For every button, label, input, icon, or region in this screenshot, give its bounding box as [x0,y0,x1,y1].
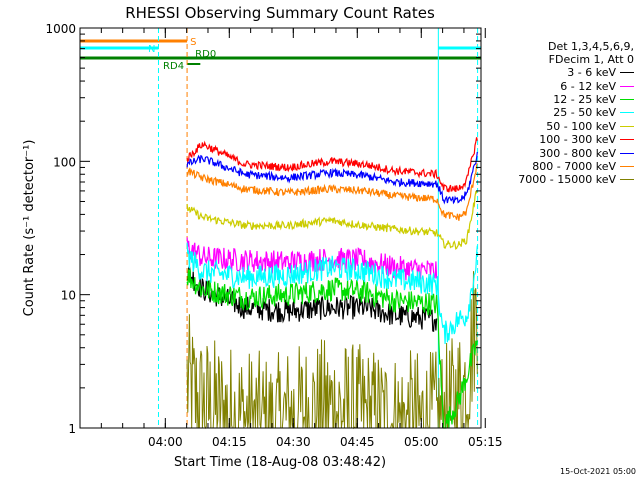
legend-entry-7000-15000-kev: 7000 - 15000 keV [484,173,634,186]
flag-label-rd4: RD4 [163,61,184,72]
series-line-300-800-kev [186,151,478,205]
y-axis-label: Count Rate (s⁻¹ detector⁻¹) [22,140,37,317]
x-tick-label-05-00: 05:00 [404,435,439,449]
plot-frame [79,27,482,429]
y-tick-label-10: 10 [61,289,76,303]
legend-swatch [620,98,634,100]
legend-swatch [620,85,634,87]
legend-entry-3-6-kev: 3 - 6 keV [484,66,634,79]
legend-swatch [620,112,634,114]
y-tick-label-1000: 1000 [45,22,76,36]
x-tick-label-05-15: 05:15 [468,435,503,449]
markers-layer [157,28,479,428]
legend-label: 800 - 7000 keV [532,159,616,173]
legend-swatch [620,139,634,141]
legend-header-line-1: Det 1,3,4,5,6,9, [547,40,634,53]
x-tick-label-04-15: 04:15 [212,435,247,449]
flags-layer: S N RD0 RD4 [80,37,481,72]
x-axis-label: Start Time (18-Aug-08 03:48:42) [174,455,386,470]
legend-rows: 3 - 6 keV 6 - 12 keV 12 - 25 keV 25 - 50 ke… [484,66,634,187]
x-tick-label-04-45: 04:45 [340,435,375,449]
legend-swatch [620,72,634,74]
series-layer [186,137,478,430]
series-line-100-300-kev [186,137,478,193]
legend-label: 25 - 50 keV [553,106,616,120]
legend-swatch [620,152,634,154]
y-axis: 1 10 100 1000 [45,22,481,436]
legend-entry-100-300-kev: 100 - 300 keV [484,133,634,146]
legend-label: 3 - 6 keV [567,66,616,80]
legend-entry-12-25-kev: 12 - 25 keV [484,93,634,106]
x-axis: 04:00 04:15 04:30 04:45 05:00 05:15 [100,28,503,449]
legend-label: 6 - 12 keV [560,79,616,93]
timestamp-footer: 15-Oct-2021 05:00 [560,467,636,476]
legend-swatch [620,179,634,181]
flag-label-s: S [190,37,196,48]
legend-entry-25-50-kev: 25 - 50 keV [484,106,634,119]
series-line-12-25-kev [186,269,478,429]
legend-entry-6-12-kev: 6 - 12 keV [484,79,634,93]
legend: Det 1,3,4,5,6,9, FDecim 1, Att 0 3 - 6 k… [484,40,634,187]
legend-entry-300-800-kev: 300 - 800 keV [484,146,634,160]
legend-swatch [620,125,634,127]
legend-entry-50-100-kev: 50 - 100 keV [484,120,634,133]
legend-label: 300 - 800 keV [539,146,616,160]
legend-label: 100 - 300 keV [539,133,616,147]
x-tick-label-04-30: 04:30 [276,435,311,449]
legend-label: 50 - 100 keV [546,119,616,133]
legend-header-line-2: FDecim 1, Att 0 [548,53,634,66]
flag-label-n: N [148,44,155,55]
series-line-50-100-kev [186,190,478,250]
y-tick-label-1: 1 [68,422,76,436]
legend-entry-800-7000-kev: 800 - 7000 keV [484,160,634,173]
x-tick-label-04-00: 04:00 [148,435,183,449]
legend-label: 12 - 25 keV [553,92,616,106]
legend-label: 7000 - 15000 keV [518,173,616,187]
flag-label-rd0: RD0 [195,49,216,60]
y-tick-label-100: 100 [53,155,76,169]
chart-title: RHESSI Observing Summary Count Rates [125,4,435,22]
series-line-25-50-kev [186,242,478,345]
series-line-800-7000-kev [186,163,478,221]
legend-swatch [620,165,634,167]
